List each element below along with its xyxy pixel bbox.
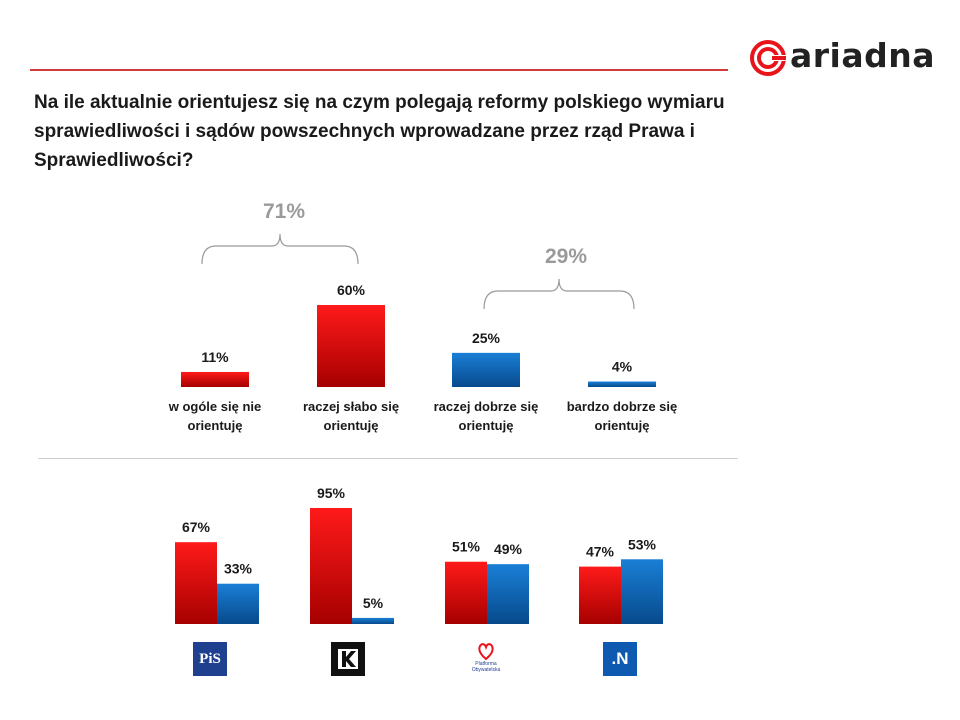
kukiz-k-icon [338,649,358,669]
po-heart-icon [478,643,494,661]
group-brace-low [201,233,359,265]
pis-logo: PiS [193,642,227,676]
category-label: orientuję [188,418,243,433]
category-label: orientuję [459,418,514,433]
category-label: orientuję [324,418,379,433]
group-total-low: 71% [262,200,306,223]
category-label: orientuję [595,418,650,433]
bar [217,583,259,624]
group-total-high: 29% [544,245,588,268]
data-label: 51% [452,539,481,555]
page-title: Na ile aktualnie orientujesz się na czym… [34,92,725,171]
data-label: 4% [612,359,633,375]
data-label: 33% [224,561,253,577]
brand-name: ariadna [790,36,936,75]
bar [445,561,487,624]
ariadna-logo-icon [750,40,786,76]
po-logo: Platforma Obywatelska [469,640,503,674]
group-brace-high [483,278,635,310]
bar [588,381,656,387]
bar [487,564,529,624]
bar [175,542,217,624]
data-label: 47% [586,544,615,560]
po-logo-text: Platforma Obywatelska [471,661,501,673]
section-divider [38,458,738,459]
orientation-chart: 11% w ogóle się nie orientuję 60% raczej sła… [168,233,678,433]
bar [310,508,352,624]
nowoczesna-logo: .N [603,642,637,676]
data-label: 11% [201,349,229,365]
data-label: 67% [182,519,211,535]
bar [181,371,249,387]
bar [317,305,385,387]
category-label: raczej dobrze się [434,399,539,414]
bar [621,559,663,624]
top-divider [30,69,728,71]
data-label: 49% [494,541,523,557]
category-label: raczej słabo się [303,399,399,414]
bar [579,566,621,624]
category-label: bardzo dobrze się [567,399,678,414]
data-label: 5% [363,595,384,611]
data-label: 53% [628,536,657,552]
kukiz-logo [331,642,365,676]
party-chart: 67% 95% 51% 47% 33% 5% 49% 53% [175,485,663,624]
data-label: 60% [337,282,366,298]
brand-logo: ariadna [748,36,948,80]
data-label: 95% [317,485,346,501]
category-label: w ogóle się nie [168,399,261,414]
bar [452,352,520,387]
data-label: 25% [472,330,501,346]
bar [352,617,394,624]
